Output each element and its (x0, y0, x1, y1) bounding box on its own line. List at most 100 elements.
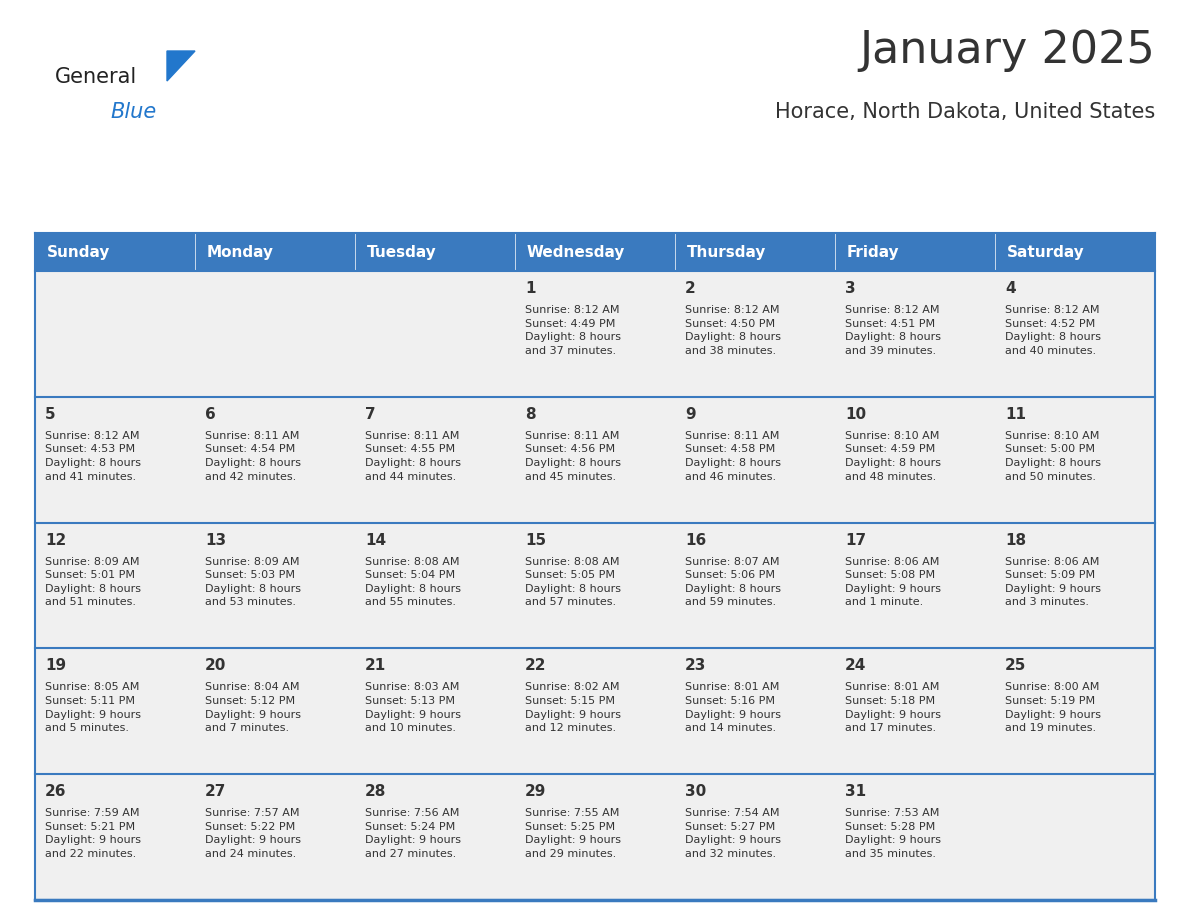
Bar (195, 522, 355, 648)
Text: Sunrise: 7:54 AM
Sunset: 5:27 PM
Daylight: 9 hours
and 32 minutes.: Sunrise: 7:54 AM Sunset: 5:27 PM Dayligh… (685, 808, 781, 859)
Text: Sunrise: 7:57 AM
Sunset: 5:22 PM
Daylight: 9 hours
and 24 minutes.: Sunrise: 7:57 AM Sunset: 5:22 PM Dayligh… (206, 808, 301, 859)
Bar (355, 233, 516, 271)
Bar (34, 397, 195, 522)
Text: 29: 29 (525, 784, 546, 800)
Text: Sunrise: 8:08 AM
Sunset: 5:04 PM
Daylight: 8 hours
and 55 minutes.: Sunrise: 8:08 AM Sunset: 5:04 PM Dayligh… (365, 556, 461, 608)
Text: Sunrise: 7:55 AM
Sunset: 5:25 PM
Daylight: 9 hours
and 29 minutes.: Sunrise: 7:55 AM Sunset: 5:25 PM Dayligh… (525, 808, 621, 859)
Text: 4: 4 (1005, 281, 1016, 296)
Text: 3: 3 (845, 281, 855, 296)
Text: Sunrise: 8:12 AM
Sunset: 4:52 PM
Daylight: 8 hours
and 40 minutes.: Sunrise: 8:12 AM Sunset: 4:52 PM Dayligh… (1005, 305, 1101, 356)
Text: 8: 8 (525, 407, 536, 421)
Text: 21: 21 (365, 658, 386, 674)
Text: Tuesday: Tuesday (367, 244, 437, 260)
Bar (516, 397, 675, 522)
Text: 9: 9 (685, 407, 696, 421)
Bar (516, 233, 675, 271)
Text: Sunrise: 8:01 AM
Sunset: 5:18 PM
Daylight: 9 hours
and 17 minutes.: Sunrise: 8:01 AM Sunset: 5:18 PM Dayligh… (845, 682, 941, 733)
Bar (996, 397, 1155, 522)
Text: 18: 18 (1005, 532, 1026, 548)
Text: 7: 7 (365, 407, 375, 421)
Text: Sunrise: 8:00 AM
Sunset: 5:19 PM
Daylight: 9 hours
and 19 minutes.: Sunrise: 8:00 AM Sunset: 5:19 PM Dayligh… (1005, 682, 1101, 733)
Text: Sunrise: 8:11 AM
Sunset: 4:56 PM
Daylight: 8 hours
and 45 minutes.: Sunrise: 8:11 AM Sunset: 4:56 PM Dayligh… (525, 431, 621, 482)
Text: January 2025: January 2025 (859, 29, 1155, 72)
Text: Sunrise: 8:11 AM
Sunset: 4:55 PM
Daylight: 8 hours
and 44 minutes.: Sunrise: 8:11 AM Sunset: 4:55 PM Dayligh… (365, 431, 461, 482)
Text: Sunrise: 7:53 AM
Sunset: 5:28 PM
Daylight: 9 hours
and 35 minutes.: Sunrise: 7:53 AM Sunset: 5:28 PM Dayligh… (845, 808, 941, 859)
Text: 14: 14 (365, 532, 386, 548)
Text: 12: 12 (45, 532, 67, 548)
Bar (675, 397, 835, 522)
Text: Saturday: Saturday (1007, 244, 1085, 260)
Bar (355, 522, 516, 648)
Text: 6: 6 (206, 407, 216, 421)
Bar (355, 271, 516, 397)
Bar (996, 271, 1155, 397)
Text: 28: 28 (365, 784, 386, 800)
Text: Sunrise: 8:09 AM
Sunset: 5:03 PM
Daylight: 8 hours
and 53 minutes.: Sunrise: 8:09 AM Sunset: 5:03 PM Dayligh… (206, 556, 301, 608)
Text: Wednesday: Wednesday (527, 244, 625, 260)
Text: 10: 10 (845, 407, 866, 421)
Text: Sunrise: 8:10 AM
Sunset: 4:59 PM
Daylight: 8 hours
and 48 minutes.: Sunrise: 8:10 AM Sunset: 4:59 PM Dayligh… (845, 431, 941, 482)
Text: 30: 30 (685, 784, 706, 800)
Text: Sunrise: 8:04 AM
Sunset: 5:12 PM
Daylight: 9 hours
and 7 minutes.: Sunrise: 8:04 AM Sunset: 5:12 PM Dayligh… (206, 682, 301, 733)
Text: 27: 27 (206, 784, 227, 800)
Bar (34, 774, 195, 900)
Text: 17: 17 (845, 532, 866, 548)
Text: Sunrise: 8:12 AM
Sunset: 4:51 PM
Daylight: 8 hours
and 39 minutes.: Sunrise: 8:12 AM Sunset: 4:51 PM Dayligh… (845, 305, 941, 356)
Text: Sunrise: 8:05 AM
Sunset: 5:11 PM
Daylight: 9 hours
and 5 minutes.: Sunrise: 8:05 AM Sunset: 5:11 PM Dayligh… (45, 682, 141, 733)
Text: Sunrise: 8:07 AM
Sunset: 5:06 PM
Daylight: 8 hours
and 59 minutes.: Sunrise: 8:07 AM Sunset: 5:06 PM Dayligh… (685, 556, 781, 608)
Bar (195, 233, 355, 271)
Text: Monday: Monday (207, 244, 274, 260)
Text: Sunrise: 8:10 AM
Sunset: 5:00 PM
Daylight: 8 hours
and 50 minutes.: Sunrise: 8:10 AM Sunset: 5:00 PM Dayligh… (1005, 431, 1101, 482)
Bar (675, 271, 835, 397)
Bar (355, 648, 516, 774)
Bar (516, 774, 675, 900)
Text: 19: 19 (45, 658, 67, 674)
Text: Horace, North Dakota, United States: Horace, North Dakota, United States (775, 102, 1155, 122)
Text: 25: 25 (1005, 658, 1026, 674)
Text: Sunrise: 8:08 AM
Sunset: 5:05 PM
Daylight: 8 hours
and 57 minutes.: Sunrise: 8:08 AM Sunset: 5:05 PM Dayligh… (525, 556, 621, 608)
Text: 11: 11 (1005, 407, 1026, 421)
Bar (516, 271, 675, 397)
Bar (835, 522, 996, 648)
Bar (355, 397, 516, 522)
Bar (835, 271, 996, 397)
Bar (675, 233, 835, 271)
Text: Sunrise: 8:09 AM
Sunset: 5:01 PM
Daylight: 8 hours
and 51 minutes.: Sunrise: 8:09 AM Sunset: 5:01 PM Dayligh… (45, 556, 141, 608)
Text: Sunrise: 8:06 AM
Sunset: 5:08 PM
Daylight: 9 hours
and 1 minute.: Sunrise: 8:06 AM Sunset: 5:08 PM Dayligh… (845, 556, 941, 608)
Text: Sunrise: 8:11 AM
Sunset: 4:54 PM
Daylight: 8 hours
and 42 minutes.: Sunrise: 8:11 AM Sunset: 4:54 PM Dayligh… (206, 431, 301, 482)
Text: 5: 5 (45, 407, 56, 421)
Text: Blue: Blue (110, 102, 157, 122)
Text: Sunrise: 7:59 AM
Sunset: 5:21 PM
Daylight: 9 hours
and 22 minutes.: Sunrise: 7:59 AM Sunset: 5:21 PM Dayligh… (45, 808, 141, 859)
Text: 23: 23 (685, 658, 707, 674)
Bar (996, 233, 1155, 271)
Bar (835, 774, 996, 900)
Bar (516, 522, 675, 648)
Bar (195, 271, 355, 397)
Text: 1: 1 (525, 281, 536, 296)
Text: Friday: Friday (847, 244, 899, 260)
Bar (195, 774, 355, 900)
Bar (675, 774, 835, 900)
Text: Sunrise: 7:56 AM
Sunset: 5:24 PM
Daylight: 9 hours
and 27 minutes.: Sunrise: 7:56 AM Sunset: 5:24 PM Dayligh… (365, 808, 461, 859)
Text: 22: 22 (525, 658, 546, 674)
Text: 20: 20 (206, 658, 227, 674)
Bar (835, 397, 996, 522)
Bar (996, 648, 1155, 774)
Text: Sunrise: 8:12 AM
Sunset: 4:50 PM
Daylight: 8 hours
and 38 minutes.: Sunrise: 8:12 AM Sunset: 4:50 PM Dayligh… (685, 305, 781, 356)
Text: 26: 26 (45, 784, 67, 800)
Text: General: General (55, 67, 138, 87)
Bar (835, 233, 996, 271)
Bar (996, 522, 1155, 648)
Polygon shape (168, 51, 195, 81)
Text: Sunrise: 8:01 AM
Sunset: 5:16 PM
Daylight: 9 hours
and 14 minutes.: Sunrise: 8:01 AM Sunset: 5:16 PM Dayligh… (685, 682, 781, 733)
Text: Sunrise: 8:11 AM
Sunset: 4:58 PM
Daylight: 8 hours
and 46 minutes.: Sunrise: 8:11 AM Sunset: 4:58 PM Dayligh… (685, 431, 781, 482)
Text: 24: 24 (845, 658, 866, 674)
Text: 13: 13 (206, 532, 226, 548)
Text: Sunday: Sunday (48, 244, 110, 260)
Bar (516, 648, 675, 774)
Bar (34, 648, 195, 774)
Text: 15: 15 (525, 532, 546, 548)
Text: Sunrise: 8:06 AM
Sunset: 5:09 PM
Daylight: 9 hours
and 3 minutes.: Sunrise: 8:06 AM Sunset: 5:09 PM Dayligh… (1005, 556, 1101, 608)
Bar (675, 648, 835, 774)
Text: 16: 16 (685, 532, 706, 548)
